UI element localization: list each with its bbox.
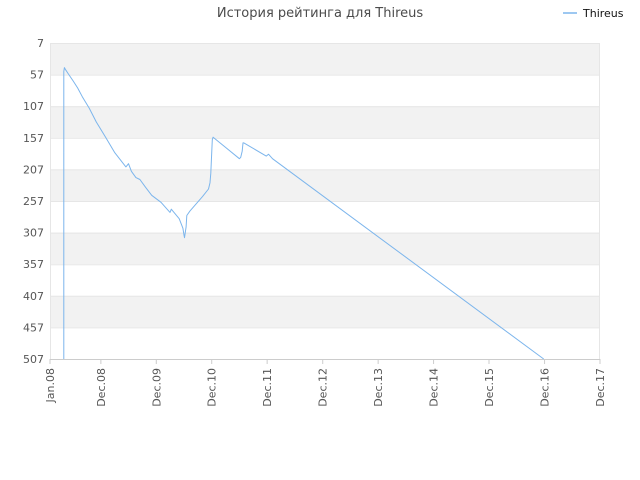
y-tick-label: 307 xyxy=(23,227,44,240)
plot-band xyxy=(50,137,600,170)
y-tick-label: 7 xyxy=(37,37,44,50)
plot-bands xyxy=(50,43,600,359)
x-tick-label: Dec.11 xyxy=(261,368,274,407)
y-tick-label: 407 xyxy=(23,290,44,303)
y-axis: 7 57 107 157 207 257 307 357 407 457 507 xyxy=(23,37,44,366)
x-tick-label: Dec.10 xyxy=(206,368,219,407)
plot-band xyxy=(50,201,600,233)
legend[interactable]: Thireus xyxy=(563,7,624,20)
x-tick-label: Dec.08 xyxy=(95,368,108,407)
x-tick-label: Dec.12 xyxy=(317,368,330,407)
legend-label: Thireus xyxy=(582,7,624,20)
series-line-thireus[interactable] xyxy=(63,67,544,360)
plot-band xyxy=(50,295,600,328)
y-tick-label: 207 xyxy=(23,163,44,176)
x-tick-label: Dec.16 xyxy=(539,368,552,407)
plot-band xyxy=(50,264,600,296)
y-tick-label: 357 xyxy=(23,258,44,271)
plot-band xyxy=(50,74,600,107)
x-tick-label: Dec.14 xyxy=(428,368,441,407)
y-tick-label: 507 xyxy=(23,353,44,366)
x-tick-label: Dec.15 xyxy=(483,368,496,407)
y-tick-label: 107 xyxy=(23,100,44,113)
y-tick-label: 457 xyxy=(23,321,44,334)
x-tick-label: Dec.17 xyxy=(594,368,607,407)
x-tick-label: Dec.09 xyxy=(150,368,163,407)
plot-band xyxy=(50,169,600,201)
plot-band xyxy=(50,43,600,75)
x-axis: Jan.08 Dec.08 Dec.09 Dec.10 Dec.11 Dec.12 Dec.… xyxy=(44,359,607,407)
chart-title: История рейтинга для Thireus xyxy=(217,6,424,21)
y-tick-label: 157 xyxy=(23,132,44,145)
y-tick-label: 57 xyxy=(30,69,44,82)
plot-band xyxy=(50,327,600,359)
plot-band xyxy=(50,106,600,138)
plot-band xyxy=(50,232,600,265)
x-tick-label: Jan.08 xyxy=(44,368,57,403)
y-tick-label: 257 xyxy=(23,195,44,208)
x-tick-label: Dec.13 xyxy=(372,368,385,407)
series-layer xyxy=(63,67,544,360)
